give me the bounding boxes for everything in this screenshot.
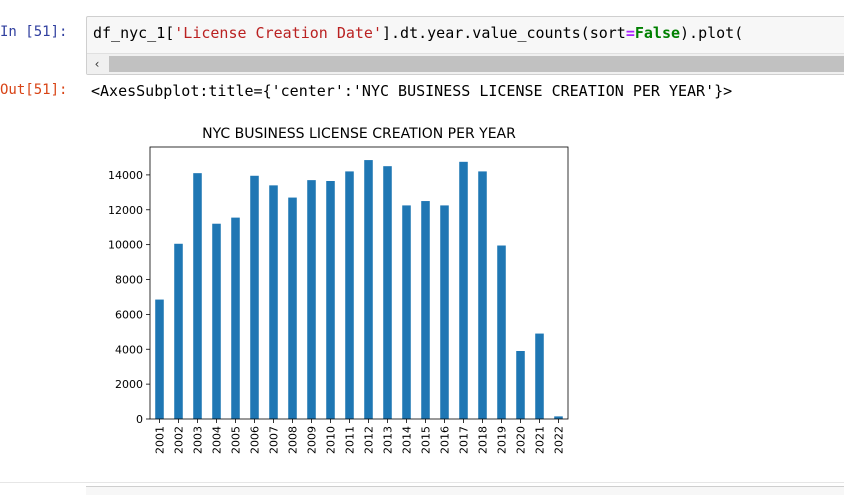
y-tick-label: 12000 — [108, 204, 143, 217]
code-cell-input[interactable]: df_nyc_1['License Creation Date'].dt.yea… — [86, 16, 844, 75]
code-line[interactable]: df_nyc_1['License Creation Date'].dt.yea… — [93, 24, 743, 42]
y-tick-label: 8000 — [115, 274, 143, 287]
bar-2013 — [383, 166, 392, 419]
x-tick-label: 2002 — [173, 426, 186, 454]
bar-2004 — [212, 223, 221, 419]
x-tick-label: 2004 — [211, 426, 224, 454]
x-tick-label: 2016 — [439, 426, 452, 454]
bar-2019 — [497, 245, 506, 419]
output-text: <AxesSubplot:title={'center':'NYC BUSINE… — [91, 82, 733, 100]
x-tick-label: 2019 — [496, 426, 509, 454]
bar-2010 — [326, 181, 335, 419]
x-tick-label: 2010 — [325, 426, 338, 454]
y-tick-label: 4000 — [115, 343, 143, 356]
x-tick-label: 2014 — [401, 426, 414, 454]
bar-2022 — [554, 416, 563, 419]
x-tick-label: 2021 — [534, 426, 547, 454]
cell-divider — [0, 482, 844, 483]
bar-2002 — [174, 243, 183, 419]
y-tick-label: 2000 — [115, 378, 143, 391]
output-prompt: Out[51]: — [0, 82, 68, 98]
code-text-2: ].dt.year.value_counts(sort — [382, 24, 626, 42]
bar-2017 — [459, 161, 468, 420]
x-tick-label: 2020 — [515, 426, 528, 454]
bar-2009 — [307, 180, 316, 419]
bar-2011 — [345, 171, 354, 419]
code-string: 'License Creation Date' — [174, 24, 382, 42]
bar-2014 — [402, 205, 411, 419]
y-tick-label: 10000 — [108, 239, 143, 252]
bar-2020 — [516, 351, 525, 419]
scrollbar-thumb[interactable] — [109, 56, 844, 72]
x-tick-label: 2006 — [249, 426, 262, 454]
x-tick-label: 2018 — [477, 426, 490, 454]
x-tick-label: 2022 — [553, 426, 566, 454]
bar-2008 — [288, 197, 297, 419]
bar-2012 — [364, 160, 373, 420]
y-tick-label: 0 — [136, 413, 143, 426]
x-tick-label: 2003 — [192, 426, 205, 454]
code-operator: = — [625, 24, 635, 42]
bar-2018 — [478, 171, 487, 419]
x-tick-label: 2005 — [230, 426, 243, 454]
x-tick-label: 2013 — [382, 426, 395, 454]
y-tick-label: 14000 — [108, 169, 143, 182]
x-tick-label: 2012 — [363, 426, 376, 454]
bar-2003 — [193, 173, 202, 419]
x-tick-label: 2008 — [287, 426, 300, 454]
x-tick-label: 2007 — [268, 426, 281, 454]
input-prompt: In [51]: — [0, 24, 68, 40]
bar-2015 — [421, 201, 430, 419]
code-keyword: False — [634, 24, 681, 42]
chart-title: NYC BUSINESS LICENSE CREATION PER YEAR — [202, 126, 516, 142]
code-text-3: ).plot( — [680, 24, 744, 42]
bar-2016 — [440, 205, 449, 419]
scroll-left-icon[interactable]: ‹ — [94, 57, 100, 71]
y-tick-label: 6000 — [115, 308, 143, 321]
bar-2021 — [535, 333, 544, 419]
code-text-1: df_nyc_1[ — [93, 24, 175, 42]
horizontal-scrollbar[interactable]: ‹ — [87, 53, 844, 74]
x-tick-label: 2015 — [420, 426, 433, 454]
plot-frame — [149, 146, 569, 420]
bar-2001 — [155, 299, 164, 419]
x-tick-label: 2017 — [458, 426, 471, 454]
x-tick-label: 2011 — [344, 426, 357, 454]
bar-2005 — [231, 217, 240, 419]
x-tick-label: 2001 — [154, 426, 167, 454]
next-cell-input[interactable] — [86, 486, 844, 495]
x-tick-label: 2009 — [306, 426, 319, 454]
bar-2006 — [250, 175, 259, 419]
bar-chart: NYC BUSINESS LICENSE CREATION PER YEAR02… — [108, 126, 569, 454]
bar-2007 — [269, 185, 278, 419]
